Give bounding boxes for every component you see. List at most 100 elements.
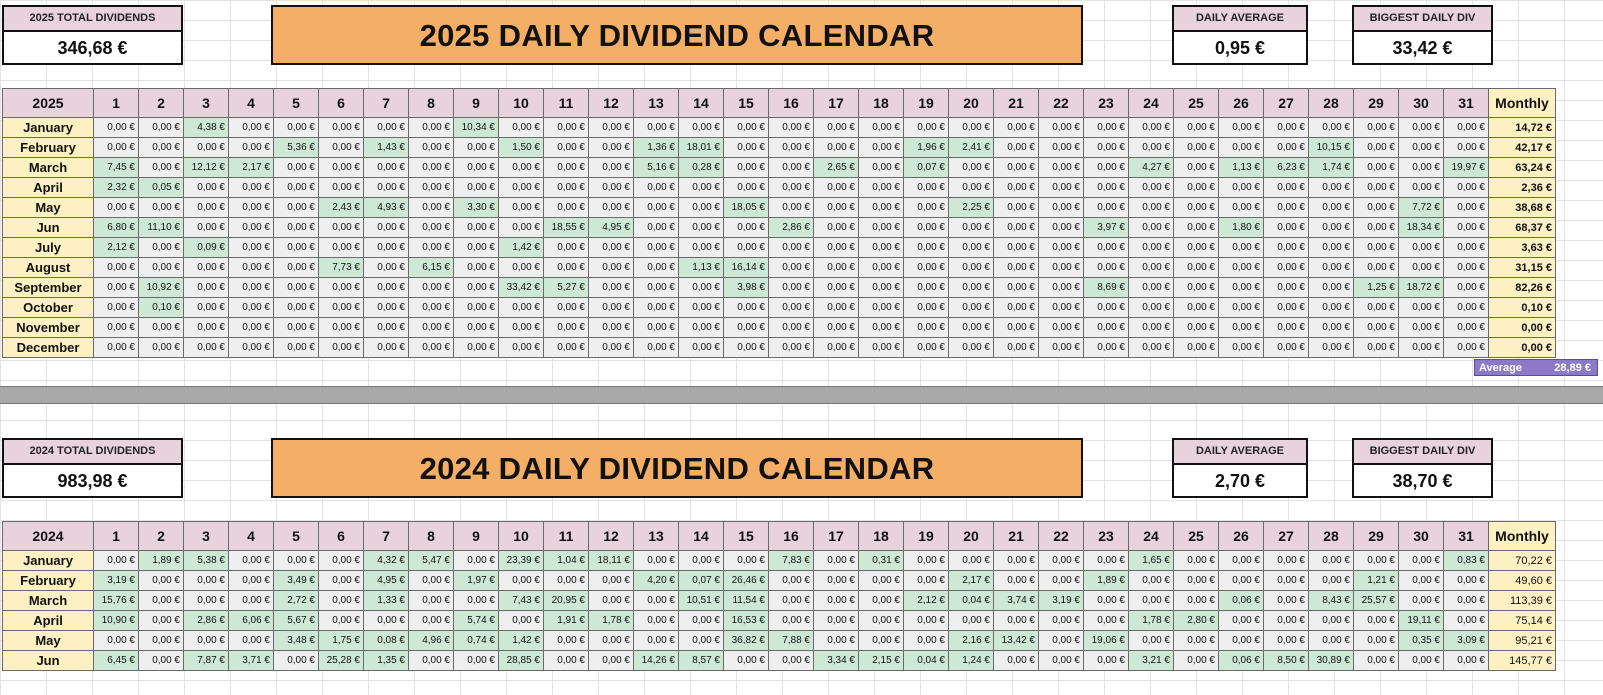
day-cell[interactable]: 0,00 € <box>588 297 634 318</box>
day-cell[interactable]: 0,00 € <box>1038 297 1084 318</box>
day-cell[interactable]: 0,00 € <box>993 337 1039 358</box>
day-cell[interactable]: 18,55 € <box>543 217 589 238</box>
day-cell[interactable]: 0,00 € <box>768 297 814 318</box>
day-cell[interactable]: 0,00 € <box>1263 570 1309 591</box>
day-cell[interactable]: 4,95 € <box>363 570 409 591</box>
day-cell[interactable]: 0,00 € <box>363 277 409 298</box>
day-cell[interactable]: 0,00 € <box>1398 317 1444 338</box>
day-cell[interactable]: 0,00 € <box>858 137 904 158</box>
day-cell[interactable]: 0,00 € <box>633 610 679 631</box>
day-cell[interactable]: 7,88 € <box>768 630 814 651</box>
day-cell[interactable]: 0,00 € <box>408 237 454 258</box>
day-cell[interactable]: 0,00 € <box>453 550 499 571</box>
day-cell[interactable]: 0,09 € <box>183 237 229 258</box>
day-cell[interactable]: 2,86 € <box>183 610 229 631</box>
day-cell[interactable]: 6,80 € <box>93 217 139 238</box>
day-cell[interactable]: 0,00 € <box>318 317 364 338</box>
day-cell[interactable]: 11,54 € <box>723 590 769 611</box>
day-cell[interactable]: 0,00 € <box>588 157 634 178</box>
day-cell[interactable]: 0,00 € <box>228 217 274 238</box>
day-cell[interactable]: 0,00 € <box>1173 137 1219 158</box>
day-cell[interactable]: 2,65 € <box>813 157 859 178</box>
day-cell[interactable]: 0,00 € <box>363 157 409 178</box>
day-cell[interactable]: 0,00 € <box>1443 610 1489 631</box>
month-label[interactable]: May <box>2 630 94 651</box>
day-cell[interactable]: 0,00 € <box>678 297 724 318</box>
day-cell[interactable]: 0,00 € <box>228 197 274 218</box>
day-cell[interactable]: 0,00 € <box>813 550 859 571</box>
day-cell[interactable]: 0,00 € <box>1218 177 1264 198</box>
day-cell[interactable]: 0,00 € <box>93 550 139 571</box>
day-cell[interactable]: 26,46 € <box>723 570 769 591</box>
day-cell[interactable]: 0,00 € <box>93 197 139 218</box>
day-cell[interactable]: 0,00 € <box>363 237 409 258</box>
day-cell[interactable]: 0,00 € <box>633 590 679 611</box>
day-cell[interactable]: 0,00 € <box>318 610 364 631</box>
day-cell[interactable]: 0,00 € <box>363 297 409 318</box>
day-cell[interactable]: 0,00 € <box>633 337 679 358</box>
day-cell[interactable]: 0,00 € <box>633 177 679 198</box>
day-cell[interactable]: 0,00 € <box>363 177 409 198</box>
day-cell[interactable]: 0,00 € <box>1398 177 1444 198</box>
day-cell[interactable]: 0,00 € <box>363 117 409 138</box>
day-cell[interactable]: 0,00 € <box>1353 317 1399 338</box>
monthly-total[interactable]: 68,37 € <box>1488 217 1556 238</box>
day-cell[interactable]: 0,00 € <box>1083 257 1129 278</box>
day-cell[interactable]: 0,00 € <box>1308 317 1354 338</box>
day-cell[interactable]: 0,00 € <box>1443 337 1489 358</box>
month-label[interactable]: April <box>2 177 94 198</box>
day-cell[interactable]: 5,67 € <box>273 610 319 631</box>
day-cell[interactable]: 0,00 € <box>1173 217 1219 238</box>
day-cell[interactable]: 0,00 € <box>1173 337 1219 358</box>
day-cell[interactable]: 0,00 € <box>228 137 274 158</box>
day-cell[interactable]: 0,00 € <box>273 117 319 138</box>
day-cell[interactable]: 0,00 € <box>813 277 859 298</box>
day-cell[interactable]: 0,00 € <box>813 237 859 258</box>
day-cell[interactable]: 0,00 € <box>273 177 319 198</box>
day-cell[interactable]: 0,00 € <box>93 337 139 358</box>
day-cell[interactable]: 0,00 € <box>633 317 679 338</box>
day-cell[interactable]: 0,00 € <box>1353 177 1399 198</box>
day-cell[interactable]: 0,00 € <box>1308 197 1354 218</box>
day-cell[interactable]: 0,00 € <box>1443 650 1489 671</box>
day-cell[interactable]: 0,00 € <box>1353 197 1399 218</box>
day-cell[interactable]: 0,00 € <box>1128 337 1174 358</box>
day-cell[interactable]: 19,11 € <box>1398 610 1444 631</box>
day-cell[interactable]: 0,00 € <box>318 277 364 298</box>
day-cell[interactable]: 0,00 € <box>273 650 319 671</box>
day-cell[interactable]: 0,00 € <box>1308 237 1354 258</box>
day-cell[interactable]: 0,00 € <box>903 297 949 318</box>
day-cell[interactable]: 3,19 € <box>93 570 139 591</box>
day-cell[interactable]: 0,00 € <box>273 277 319 298</box>
day-cell[interactable]: 0,00 € <box>1128 277 1174 298</box>
day-cell[interactable]: 0,00 € <box>228 117 274 138</box>
day-cell[interactable]: 0,00 € <box>948 157 994 178</box>
monthly-total[interactable]: 42,17 € <box>1488 137 1556 158</box>
day-cell[interactable]: 0,00 € <box>768 137 814 158</box>
day-cell[interactable]: 0,00 € <box>993 137 1039 158</box>
day-cell[interactable]: 0,00 € <box>948 177 994 198</box>
day-cell[interactable]: 0,00 € <box>228 630 274 651</box>
day-cell[interactable]: 0,00 € <box>543 297 589 318</box>
day-cell[interactable]: 0,00 € <box>903 217 949 238</box>
day-cell[interactable]: 0,00 € <box>1263 590 1309 611</box>
day-cell[interactable]: 0,00 € <box>633 197 679 218</box>
day-cell[interactable]: 0,00 € <box>498 157 544 178</box>
day-cell[interactable]: 0,00 € <box>813 590 859 611</box>
day-cell[interactable]: 0,00 € <box>453 157 499 178</box>
day-cell[interactable]: 0,00 € <box>318 177 364 198</box>
day-cell[interactable]: 0,00 € <box>1038 257 1084 278</box>
day-cell[interactable]: 0,00 € <box>1443 237 1489 258</box>
day-cell[interactable]: 0,00 € <box>498 337 544 358</box>
day-cell[interactable]: 18,72 € <box>1398 277 1444 298</box>
day-cell[interactable]: 0,00 € <box>408 297 454 318</box>
day-cell[interactable]: 0,00 € <box>1083 590 1129 611</box>
day-cell[interactable]: 0,00 € <box>1263 610 1309 631</box>
day-cell[interactable]: 0,00 € <box>1443 217 1489 238</box>
day-cell[interactable]: 0,00 € <box>93 317 139 338</box>
day-cell[interactable]: 0,00 € <box>993 297 1039 318</box>
month-label[interactable]: January <box>2 550 94 571</box>
day-cell[interactable]: 0,74 € <box>453 630 499 651</box>
month-label[interactable]: July <box>2 237 94 258</box>
day-cell[interactable]: 0,00 € <box>1083 177 1129 198</box>
